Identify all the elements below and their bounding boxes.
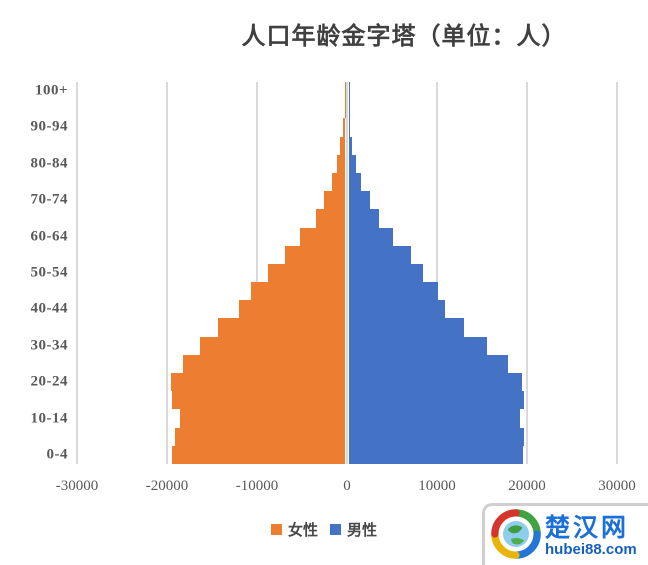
legend-entry-male: 男性 <box>330 519 377 540</box>
y-tick-0-4: 0-4 <box>46 446 68 463</box>
y-tick-60-64: 60-64 <box>30 228 68 245</box>
x-tick-10000: 10000 <box>418 478 456 494</box>
bar-male-80-84 <box>349 154 356 173</box>
x-tick-20000: 20000 <box>508 478 546 494</box>
legend: 女性 男性 <box>0 519 648 540</box>
chart-title: 人口年龄金字塔（单位：人） <box>241 24 567 50</box>
y-tick-10-14: 10-14 <box>30 410 68 427</box>
x-tick--10000: -10000 <box>235 478 279 494</box>
bar-female-55-59 <box>284 245 345 264</box>
site-logo[interactable]: 楚汉网 hubei88.com <box>482 503 648 565</box>
bar-female-50-54 <box>267 263 345 283</box>
bar-male-95-99 <box>349 100 350 119</box>
male-legend-swatch <box>330 524 341 535</box>
gridline <box>616 82 618 464</box>
y-tick-40-44: 40-44 <box>30 300 68 317</box>
bar-female-45-49 <box>250 282 345 301</box>
x-axis-labels: -30000 -20000 -10000 0 10000 20000 30000 <box>0 478 648 496</box>
y-tick-30-34: 30-34 <box>30 337 68 354</box>
x-tick-30000: 30000 <box>598 478 636 494</box>
plot-area <box>76 82 618 464</box>
bar-male-45-49 <box>349 282 438 301</box>
bar-female-35-39 <box>218 318 345 337</box>
bar-male-75-79 <box>349 172 361 192</box>
legend-entry-female: 女性 <box>270 519 318 540</box>
bar-male-10-14 <box>349 409 520 428</box>
y-tick-70-74: 70-74 <box>30 191 68 208</box>
y-tick-100+: 100+ <box>34 82 68 99</box>
bar-female-75-79 <box>331 172 345 192</box>
bar-male-65-69 <box>349 209 380 228</box>
bar-female-30-34 <box>200 336 345 355</box>
bar-female-65-69 <box>315 209 345 228</box>
bar-female-20-24 <box>170 373 345 392</box>
bar-male-40-44 <box>349 300 446 319</box>
y-tick-20-24: 20-24 <box>30 373 68 390</box>
y-tick-80-84: 80-84 <box>30 155 68 172</box>
gridline <box>166 82 168 464</box>
bar-female-40-44 <box>239 300 345 319</box>
bar-male-60-64 <box>349 227 393 246</box>
x-tick--30000: -30000 <box>55 478 99 494</box>
bar-female-90-94 <box>343 118 345 137</box>
globe-swirl-icon <box>490 508 542 565</box>
bar-male-50-54 <box>349 263 423 283</box>
gridline <box>76 82 78 464</box>
bar-male-0-4 <box>349 445 524 464</box>
male-legend-label: 男性 <box>347 523 378 539</box>
bar-male-25-29 <box>349 354 509 374</box>
site-name: 楚汉网 <box>545 514 630 542</box>
bar-male-20-24 <box>349 373 522 392</box>
female-legend-swatch <box>270 524 282 535</box>
bar-female-25-29 <box>183 354 345 374</box>
bar-female-15-19 <box>171 391 345 410</box>
bar-female-70-74 <box>323 191 345 210</box>
gridline <box>526 82 528 464</box>
bar-male-55-59 <box>349 245 411 264</box>
bar-male-5-9 <box>349 427 525 446</box>
x-tick--20000: -20000 <box>145 478 189 494</box>
bar-female-95-99 <box>344 100 345 119</box>
bar-female-5-9 <box>175 427 345 446</box>
bar-female-80-84 <box>337 154 345 173</box>
x-tick-0: 0 <box>343 478 351 494</box>
gridline <box>436 82 438 464</box>
gridline <box>256 82 258 464</box>
bar-male-90-94 <box>349 118 350 137</box>
bar-female-60-64 <box>300 227 345 246</box>
bar-male-35-39 <box>349 318 464 337</box>
site-url: hubei88.com <box>545 541 637 558</box>
y-tick-90-94: 90-94 <box>30 118 68 135</box>
bar-male-85-89 <box>349 136 352 155</box>
y-axis-labels: 100+ 90-94 80-84 70-74 60-64 50-54 40-44 30-34 2… <box>0 82 68 464</box>
bar-male-70-74 <box>349 191 370 210</box>
y-tick-50-54: 50-54 <box>30 264 68 281</box>
bar-female-10-14 <box>179 409 345 428</box>
gridline <box>346 82 348 464</box>
bar-female-85-89 <box>340 136 345 155</box>
female-legend-label: 女性 <box>287 523 318 539</box>
bar-male-30-34 <box>349 336 487 355</box>
bar-male-15-19 <box>349 391 525 410</box>
bar-male-100+ <box>349 82 350 101</box>
bar-female-0-4 <box>172 445 345 464</box>
bar-female-100+ <box>344 82 345 101</box>
